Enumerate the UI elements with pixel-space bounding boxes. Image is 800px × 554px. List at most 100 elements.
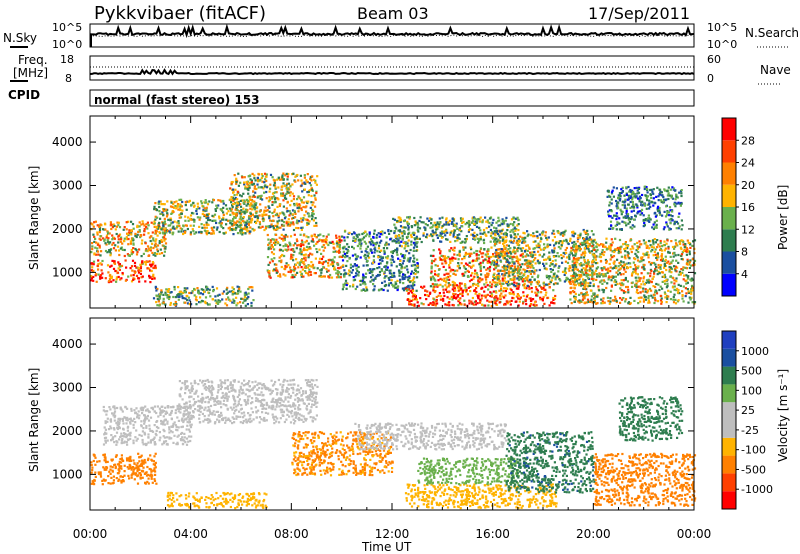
range-gate-cell [656, 252, 659, 255]
range-gate-cell [339, 241, 342, 244]
range-gate-cell [332, 264, 335, 268]
range-gate-cell [495, 251, 498, 254]
range-gate-cell [305, 210, 308, 213]
range-gate-cell [283, 235, 286, 238]
range-gate-cell [235, 182, 238, 185]
range-gate-cell [567, 242, 570, 246]
range-gate-cell [321, 245, 324, 248]
range-gate-cell [173, 206, 176, 209]
range-gate-cell [248, 186, 251, 189]
range-gate-cell [585, 301, 588, 304]
range-gate-cell [256, 178, 260, 182]
range-gate-cell [505, 280, 508, 284]
range-gate-cell [517, 229, 520, 232]
range-gate-cell [525, 259, 528, 262]
range-gate-cell [512, 268, 515, 271]
range-gate-cell [276, 241, 279, 244]
range-gate-cell [309, 273, 313, 276]
range-gate-cell [251, 218, 254, 221]
range-gate-cell [505, 252, 508, 255]
range-gate-cell [502, 290, 505, 293]
range-gate-cell [215, 228, 219, 231]
range-gate-cell [174, 205, 177, 208]
range-gate-cell [368, 233, 371, 236]
range-gate-cell [447, 291, 450, 294]
range-gate-cell [447, 282, 450, 285]
range-gate-cell [100, 250, 103, 253]
range-gate-cell [366, 251, 369, 254]
range-gate-cell [528, 281, 531, 284]
range-gate-cell [273, 263, 276, 266]
range-gate-cell [225, 212, 228, 215]
range-gate-cell [430, 218, 433, 221]
range-gate-cell [467, 220, 470, 223]
range-gate-cell [357, 265, 360, 269]
range-gate-cell [683, 246, 686, 249]
range-gate-cell [412, 277, 415, 280]
range-gate-cell [484, 274, 487, 277]
range-gate-cell [285, 220, 288, 223]
range-gate-cell [94, 237, 97, 240]
range-gate-cell [287, 223, 290, 226]
range-gate-cell [158, 210, 161, 213]
range-gate-cell [146, 250, 149, 253]
range-gate-cell [250, 301, 253, 305]
range-gate-cell [681, 268, 685, 271]
range-gate-cell [143, 224, 146, 227]
range-gate-cell [557, 255, 560, 258]
range-gate-cell [222, 227, 225, 230]
range-gate-cell [367, 269, 370, 272]
power-cells [90, 172, 697, 308]
range-gate-cell [261, 213, 264, 216]
range-gate-cell [663, 280, 666, 283]
range-gate-cell [468, 280, 472, 283]
range-gate-cell [126, 233, 129, 236]
range-gate-cell [246, 182, 249, 185]
range-gate-cell [196, 287, 199, 290]
range-gate-cell [591, 272, 594, 275]
range-gate-cell [607, 247, 610, 250]
range-gate-cell [572, 276, 575, 279]
range-gate-cell [494, 266, 497, 270]
range-gate-cell [569, 266, 572, 269]
range-gate-cell [551, 251, 554, 254]
range-gate-cell [291, 274, 294, 277]
range-gate-cell [616, 282, 619, 286]
range-gate-cell [172, 231, 175, 234]
range-gate-cell [140, 234, 143, 237]
range-gate-cell [528, 304, 531, 308]
range-gate-cell [524, 236, 527, 239]
range-gate-cell [302, 196, 306, 199]
range-gate-cell [413, 303, 416, 306]
range-gate-cell [568, 269, 571, 272]
range-gate-cell [651, 277, 654, 281]
range-gate-cell [137, 269, 140, 272]
range-gate-cell [508, 261, 511, 264]
range-gate-cell [264, 178, 267, 181]
range-gate-cell [447, 272, 450, 275]
range-gate-cell [208, 200, 211, 203]
range-gate-cell [675, 289, 678, 292]
range-gate-cell [480, 273, 483, 276]
range-gate-cell [149, 263, 152, 266]
range-gate-cell [386, 257, 389, 260]
range-gate-cell [250, 203, 253, 207]
freq-tick-bottom: 8 [65, 72, 72, 85]
range-gate-cell [396, 238, 399, 241]
range-gate-cell [292, 221, 295, 224]
range-gate-cell [306, 173, 309, 176]
range-gate-cell [102, 228, 105, 231]
range-gate-cell [485, 227, 488, 230]
range-gate-cell [573, 245, 576, 248]
range-gate-cell [265, 226, 268, 230]
range-gate-cell [355, 233, 358, 236]
range-gate-cell [479, 247, 482, 250]
range-gate-cell [461, 294, 464, 297]
range-gate-cell [401, 255, 404, 258]
range-gate-cell [234, 223, 237, 226]
range-gate-cell [517, 238, 520, 241]
range-gate-cell [446, 231, 449, 234]
range-gate-cell [532, 235, 535, 238]
range-gate-cell [669, 290, 672, 293]
range-gate-cell [614, 283, 617, 286]
